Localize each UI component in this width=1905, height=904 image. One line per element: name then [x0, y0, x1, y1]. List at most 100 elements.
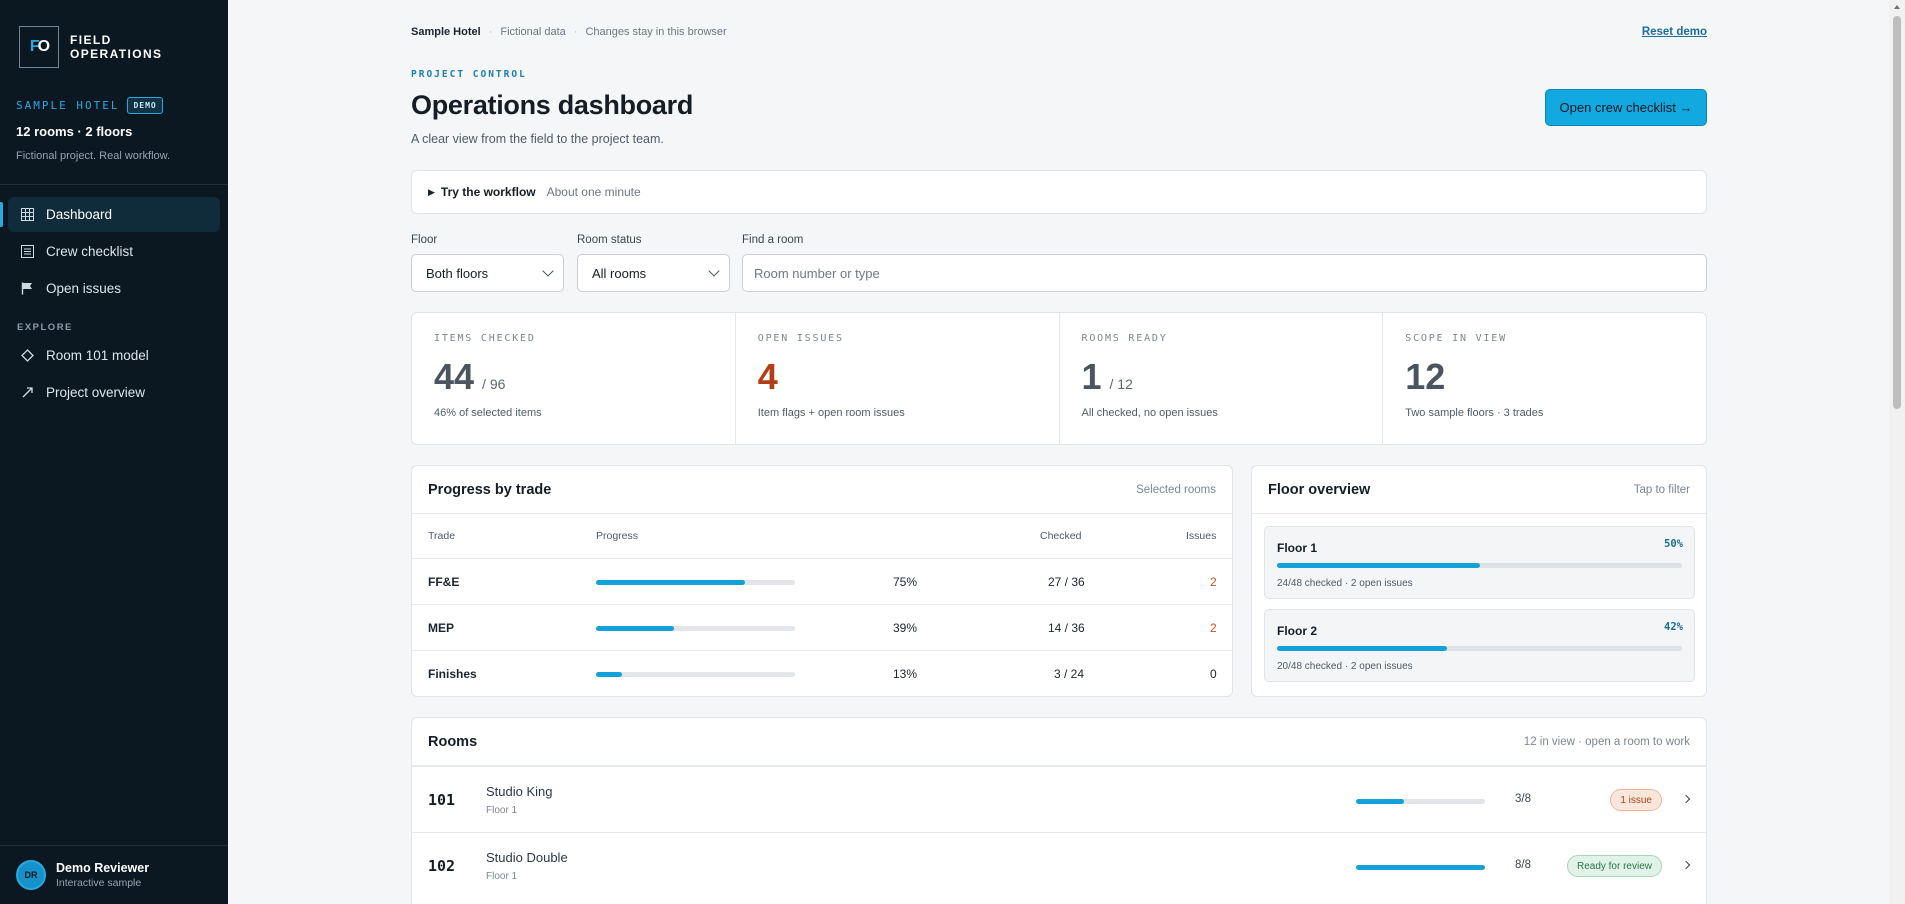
floor-card-2[interactable]: Floor 2 42% 20/48 checked · 2 open issue…	[1264, 609, 1695, 682]
trade-percent: 39%	[893, 621, 918, 635]
floor-note: 24/48 checked · 2 open issues	[1277, 578, 1413, 589]
project-summary: SAMPLE HOTEL DEMO 12 rooms · 2 floors Fi…	[16, 97, 216, 162]
scrollbar-thumb[interactable]	[1893, 16, 1901, 409]
sidebar-item-room-101-model[interactable]: Room 101 model	[8, 338, 220, 373]
stat-note: 46% of selected items	[434, 407, 542, 419]
disclosure-triangle-icon: ▶	[428, 186, 435, 197]
floor-name: Floor 1	[1277, 541, 1318, 555]
logo-letter-o: O	[37, 38, 51, 55]
floor-select-value: Both floors	[426, 265, 489, 281]
trade-checked: 3 / 24	[1054, 667, 1085, 681]
trade-checked: 14 / 36	[1048, 621, 1085, 635]
room-search-input[interactable]	[742, 254, 1707, 292]
stat-items-checked: ITEMS CHECKED 44 / 96 46% of selected it…	[412, 313, 736, 444]
flag-icon	[20, 282, 34, 296]
floor-percent: 50%	[1664, 538, 1683, 550]
column-header-progress: Progress	[596, 530, 639, 542]
room-status-select[interactable]: All rooms	[577, 254, 730, 292]
workflow-label: Try the workflow	[440, 185, 536, 199]
diamond-icon	[20, 349, 34, 363]
room-type: Studio King	[486, 784, 553, 799]
workflow-disclosure[interactable]: ▶ Try the workflow About one minute	[411, 170, 1707, 214]
trade-name: Finishes	[428, 667, 477, 681]
room-row-101[interactable]: 101 Studio King Floor 1 3/8 1 issue	[412, 766, 1706, 832]
context-note-storage: Changes stay in this browser	[585, 26, 727, 38]
room-checked-count: 3/8	[1515, 793, 1531, 805]
floor-progress-fill	[1277, 646, 1448, 651]
context-project: Sample Hotel	[411, 26, 481, 38]
stat-label: ROOMS READY	[1081, 333, 1168, 344]
sidebar-item-dashboard[interactable]: Dashboard	[0, 197, 220, 232]
status-badge: Ready for review	[1566, 855, 1662, 877]
room-number: 102	[428, 857, 456, 875]
project-note: Fictional project. Real workflow.	[16, 150, 171, 162]
room-number: 101	[428, 791, 456, 809]
stat-rooms-ready: ROOMS READY 1 / 12 All checked, no open …	[1060, 313, 1384, 444]
floor-note: 20/48 checked · 2 open issues	[1277, 661, 1413, 672]
column-header-trade: Trade	[428, 530, 456, 542]
floor-percent: 42%	[1664, 621, 1683, 633]
panel-meta: Selected rooms	[1136, 483, 1216, 496]
status-badge: 1 issue	[1610, 789, 1662, 811]
room-row-102[interactable]: 102 Studio Double Floor 1 8/8 Ready for …	[412, 832, 1706, 898]
avatar: DR	[16, 860, 46, 890]
user-profile[interactable]: DR Demo Reviewer Interactive sample	[16, 860, 149, 890]
trade-name: MEP	[428, 621, 455, 635]
stat-scope-in-view: SCOPE IN VIEW 12 Two sample floors · 3 t…	[1383, 313, 1706, 444]
trade-row-ffe: FF&E 75% 27 / 36 2	[412, 558, 1232, 604]
trade-progress-bar	[596, 580, 795, 585]
stats-summary: ITEMS CHECKED 44 / 96 46% of selected it…	[411, 312, 1707, 445]
stat-label: SCOPE IN VIEW	[1405, 333, 1507, 344]
floor-overview-panel: Floor overview Tap to filter Floor 1 50%…	[1251, 465, 1707, 697]
workflow-duration: About one minute	[546, 185, 641, 199]
demo-badge: DEMO	[127, 97, 163, 114]
page-title: Operations dashboard	[411, 90, 694, 120]
floor-progress-bar	[1277, 563, 1682, 568]
sidebar-item-label: Project overview	[46, 385, 146, 400]
page-subtitle: A clear view from the field to the proje…	[411, 132, 664, 146]
room-progress-bar	[1356, 799, 1485, 804]
stat-open-issues[interactable]: OPEN ISSUES 4 Item flags + open room iss…	[736, 313, 1060, 444]
brand-line-2: OPERATIONS	[70, 47, 163, 61]
trade-percent: 75%	[893, 575, 918, 589]
explore-section-label: EXPLORE	[17, 322, 73, 333]
stat-value: 4	[757, 356, 778, 397]
floor-progress-fill	[1277, 563, 1480, 568]
panel-title: Rooms	[428, 733, 478, 750]
sidebar-item-crew-checklist[interactable]: Crew checklist	[8, 234, 220, 269]
sidebar-divider	[0, 184, 228, 185]
grid-icon	[20, 208, 34, 222]
floor-name: Floor 2	[1277, 624, 1318, 638]
scroll-up-arrow-icon[interactable]	[1894, 5, 1900, 9]
trade-percent: 13%	[893, 667, 918, 681]
column-header-issues: Issues	[1186, 530, 1217, 542]
trade-issues: 0	[1210, 667, 1217, 681]
sidebar-item-label: Open issues	[46, 281, 122, 296]
floor-card-1[interactable]: Floor 1 50% 24/48 checked · 2 open issue…	[1264, 526, 1695, 599]
context-separator: ·	[573, 26, 578, 38]
reset-demo-link[interactable]: Reset demo	[1641, 26, 1707, 38]
stat-note: Two sample floors · 3 trades	[1405, 407, 1544, 419]
project-name: SAMPLE HOTEL	[16, 99, 120, 112]
trade-checked: 27 / 36	[1048, 575, 1085, 589]
floor-select[interactable]: Both floors	[411, 254, 564, 292]
sidebar-item-open-issues[interactable]: Open issues	[8, 271, 220, 306]
chevron-right-icon	[1681, 860, 1691, 870]
room-progress-fill	[1356, 799, 1405, 804]
context-bar: Sample Hotel · Fictional data · Changes …	[411, 26, 1707, 38]
sidebar-item-project-overview[interactable]: Project overview	[8, 375, 220, 410]
trade-progress-fill	[596, 626, 674, 631]
open-crew-checklist-button[interactable]: Open crew checklist →	[1545, 89, 1707, 126]
floor-filter-label: Floor	[411, 234, 438, 246]
column-header-checked: Checked	[1040, 530, 1082, 542]
trade-row-mep: MEP 39% 14 / 36 2	[412, 604, 1232, 650]
page-scrollbar[interactable]	[1889, 0, 1905, 904]
trade-progress-fill	[596, 672, 622, 677]
user-subtitle: Interactive sample	[56, 877, 142, 889]
explore-nav: Room 101 model Project overview	[8, 338, 220, 412]
sidebar-item-label: Crew checklist	[46, 244, 134, 259]
stat-note: Item flags + open room issues	[757, 407, 905, 419]
room-progress-bar	[1356, 865, 1485, 870]
panel-meta: 12 in view · open a room to work	[1523, 735, 1690, 748]
